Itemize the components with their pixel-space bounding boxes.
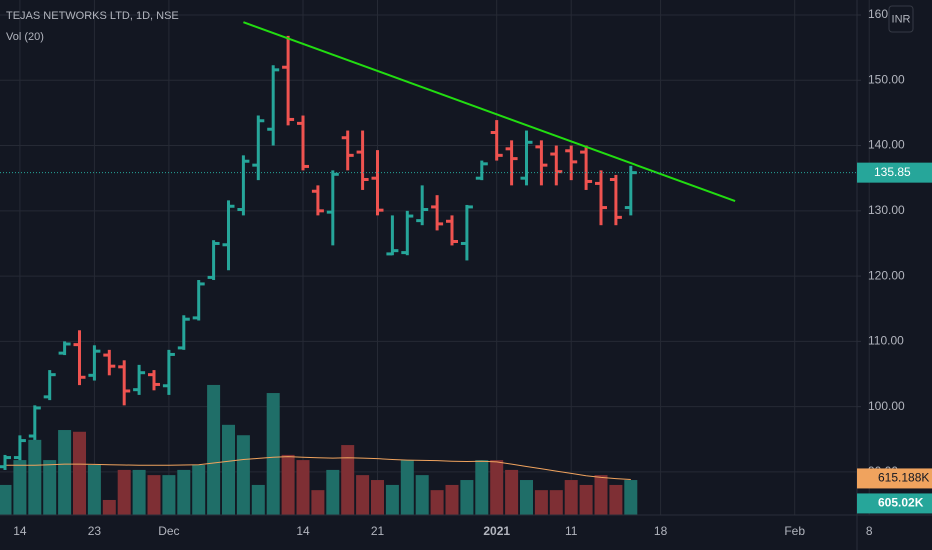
y-tick-label: 100.00 <box>868 399 905 413</box>
volume-bar <box>341 445 355 515</box>
volume-bar <box>192 465 206 515</box>
volume-bar <box>87 465 101 515</box>
y-tick-label: 120.00 <box>868 268 905 282</box>
volume-bar <box>132 469 146 515</box>
volume-bar <box>236 435 250 515</box>
volume-bar <box>326 469 340 515</box>
axis-labels: 135.85 615.188K 605.02K <box>857 162 932 514</box>
indicator-title: Vol (20) <box>6 31 44 43</box>
grid <box>0 0 870 515</box>
x-tick-label: 14 <box>296 524 310 538</box>
volume-bar <box>222 424 235 515</box>
volume-bar <box>505 469 519 515</box>
volume-bar <box>385 484 399 515</box>
volume-bar <box>0 484 12 515</box>
x-tick-label: 8 <box>866 524 873 538</box>
volume-label: 605.02K <box>878 496 924 510</box>
x-tick-label: 23 <box>88 524 102 538</box>
volume-bar <box>102 499 116 515</box>
volume-bar <box>251 484 265 515</box>
volume-bar <box>296 460 310 515</box>
x-tick-label: 2021 <box>483 524 510 538</box>
volume-bar <box>564 480 578 515</box>
volume-ma-line <box>5 456 631 480</box>
volume-bar <box>609 484 623 515</box>
volume-bar <box>147 475 161 515</box>
volume-bar <box>43 460 57 515</box>
volume-bar <box>28 439 42 515</box>
price-pane <box>0 21 857 470</box>
x-tick-label: Dec <box>158 524 179 538</box>
volume-bar <box>162 475 176 515</box>
volume-bar <box>371 480 384 515</box>
y-tick-label: 140.00 <box>868 138 905 152</box>
chart-title: TEJAS NETWORKS LTD, 1D, NSE <box>6 10 179 22</box>
y-tick-label: 150.00 <box>868 72 905 86</box>
volume-ma-label: 615.188K <box>878 471 929 485</box>
last-price-box <box>857 162 932 183</box>
last-price-label: 135.85 <box>874 165 911 179</box>
volume-box <box>857 493 932 514</box>
volume-bar <box>177 469 191 515</box>
x-tick-label: 21 <box>371 524 385 538</box>
x-tick-label: 11 <box>565 524 578 538</box>
volume-bar <box>13 460 27 515</box>
trendline <box>243 21 736 202</box>
y-tick-label: 110.00 <box>868 334 904 348</box>
volume-ma-box <box>857 468 932 489</box>
volume-bar <box>356 475 370 515</box>
x-tick-label: 18 <box>654 524 668 538</box>
volume-bar <box>58 430 72 515</box>
volume-pane <box>0 384 638 515</box>
volume-bar <box>445 484 459 515</box>
currency-button[interactable] <box>888 5 914 33</box>
currency[interactable]: INR <box>892 13 911 25</box>
volume-bar <box>490 460 504 515</box>
x-tick-label: 14 <box>13 524 27 538</box>
volume-bar <box>534 490 548 515</box>
volume-bar <box>579 484 593 515</box>
volume-bar <box>400 460 414 515</box>
volume-bar <box>415 475 429 515</box>
volume-bar <box>624 480 638 515</box>
volume-bar <box>281 454 295 515</box>
volume-bar <box>117 469 131 515</box>
volume-bar <box>207 384 221 515</box>
volume-bar <box>549 490 563 515</box>
volume-bar <box>594 475 608 515</box>
axes: 90.00100.00110.00120.00130.00140.00150.0… <box>13 7 905 538</box>
volume-bar <box>311 490 325 515</box>
volume-bar <box>266 393 280 515</box>
y-tick-label: 130.00 <box>868 203 905 217</box>
x-tick-label: Feb <box>784 524 805 538</box>
volume-bar <box>460 480 474 515</box>
volume-bar <box>73 431 86 515</box>
volume-bar <box>475 460 489 515</box>
volume-bar <box>520 480 533 515</box>
volume-bar <box>430 490 444 515</box>
